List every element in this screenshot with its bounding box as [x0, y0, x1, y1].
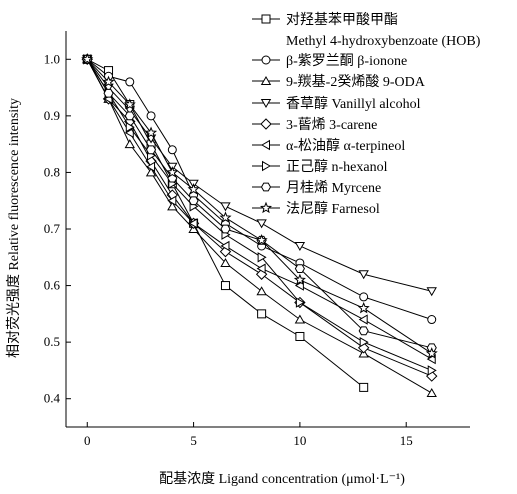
legend-marker	[260, 75, 272, 85]
series-circle	[82, 54, 437, 325]
data-point	[358, 314, 368, 325]
data-point	[295, 297, 305, 308]
y-tick-label: 0.4	[44, 391, 61, 406]
data-point	[427, 315, 437, 325]
data-point	[102, 75, 115, 88]
data-point	[359, 292, 369, 302]
legend: 对羟基苯甲酸甲酯 Methyl 4-hydroxybenzoate (HOB) β-…	[252, 11, 481, 217]
x-tick-label: 15	[400, 433, 413, 448]
data-point	[166, 166, 179, 178]
data-point	[220, 202, 231, 212]
legend-item: 正己醇 n-hexanol	[252, 158, 388, 175]
data-point	[125, 121, 135, 133]
legend-marker	[261, 14, 271, 24]
legend-label: β-紫罗兰酮 β-ionone	[286, 53, 407, 69]
data-point	[167, 145, 177, 155]
legend-marker	[260, 99, 272, 109]
data-point	[220, 281, 230, 291]
data-point	[358, 270, 369, 280]
data-point	[295, 331, 305, 341]
legend-label: 法尼醇 Farnesol	[286, 200, 380, 217]
data-point	[357, 301, 370, 314]
x-axis-label: 配基浓度 Ligand concentration (μmol·L⁻¹)	[159, 470, 405, 487]
legend-label: 对羟基苯甲酸甲酯	[286, 11, 398, 28]
legend-label: 香草醇 Vanillyl alcohol	[286, 95, 421, 112]
legend-item: 法尼醇 Farnesol	[252, 200, 380, 217]
legend-label: 9-羰基-2癸烯酸 9-ODA	[286, 73, 426, 90]
legend-item: β-紫罗兰酮 β-ionone	[252, 53, 407, 69]
data-point	[294, 264, 305, 273]
series-star	[81, 52, 438, 359]
data-point	[359, 336, 369, 348]
data-point	[426, 388, 437, 398]
data-point	[256, 286, 267, 296]
data-point	[145, 167, 157, 177]
x-tick-label: 0	[84, 433, 91, 448]
data-point	[294, 314, 306, 324]
data-point	[220, 224, 231, 234]
y-tick-label: 0.6	[44, 278, 61, 293]
y-axis-label: 相对荧光强度 Relative fluorescence intensity	[5, 98, 22, 358]
legend-item: 月桂烯 Myrcene	[252, 180, 381, 196]
data-point	[124, 127, 134, 139]
series-line	[87, 58, 364, 388]
data-point	[255, 233, 268, 246]
data-point	[187, 183, 200, 195]
axes: 0 5 10 15 0.4 0.5 0.6 0.7 0.8 0.9 1.0	[44, 31, 470, 448]
legend-label: 正己醇 n-hexanol	[286, 158, 388, 175]
legend-item: 对羟基苯甲酸甲酯 Methyl 4-hydroxybenzoate (HOB)	[252, 11, 481, 49]
data-point	[293, 273, 306, 286]
legend-marker	[261, 55, 271, 65]
legend-label: α-松油醇 α-terpineol	[286, 137, 405, 154]
y-tick-label: 0.9	[44, 108, 60, 123]
data-point	[425, 347, 438, 359]
data-point	[358, 326, 369, 336]
data-point	[81, 52, 94, 65]
data-point	[124, 139, 135, 149]
data-point	[257, 309, 267, 319]
data-point	[124, 111, 135, 121]
legend-item: 香草醇 Vanillyl alcohol	[252, 95, 421, 112]
data-point	[256, 219, 267, 229]
legend-item: α-松油醇 α-terpineol	[252, 137, 405, 154]
data-point	[219, 211, 232, 223]
data-point	[145, 145, 157, 155]
data-point	[146, 161, 156, 172]
data-point	[294, 241, 306, 251]
data-point	[125, 77, 135, 87]
data-point	[145, 126, 158, 138]
y-tick-label: 0.8	[44, 164, 60, 179]
legend-label-line2: Methyl 4-hydroxybenzoate (HOB)	[286, 34, 481, 49]
legend-label: 3-蒈烯 3-carene	[286, 117, 377, 133]
data-point	[359, 382, 369, 392]
data-point	[123, 98, 136, 110]
data-point	[146, 111, 156, 121]
data-point	[103, 88, 114, 98]
y-tick-label: 0.5	[44, 334, 60, 349]
data-point	[426, 287, 437, 297]
legend-marker	[260, 118, 272, 130]
legend-marker	[260, 182, 272, 192]
data-point	[256, 263, 266, 274]
y-tick-label: 0.7	[44, 221, 61, 236]
data-point	[427, 365, 437, 376]
data-point	[188, 196, 199, 206]
y-tick-label: 1.0	[44, 51, 60, 66]
legend-marker	[260, 139, 270, 151]
data-point	[257, 252, 267, 263]
legend-item: 3-蒈烯 3-carene	[252, 117, 377, 133]
x-tick-label: 10	[293, 433, 306, 448]
legend-marker	[259, 201, 273, 214]
data-point	[220, 257, 231, 267]
data-point	[220, 240, 230, 252]
series-layer	[81, 52, 438, 398]
data-point	[167, 195, 177, 206]
legend-item: 9-羰基-2癸烯酸 9-ODA	[252, 73, 426, 90]
x-tick-label: 5	[190, 433, 197, 448]
legend-label: 月桂烯 Myrcene	[286, 180, 381, 196]
data-point	[167, 201, 178, 211]
data-point	[188, 218, 198, 229]
legend-marker	[262, 160, 272, 172]
